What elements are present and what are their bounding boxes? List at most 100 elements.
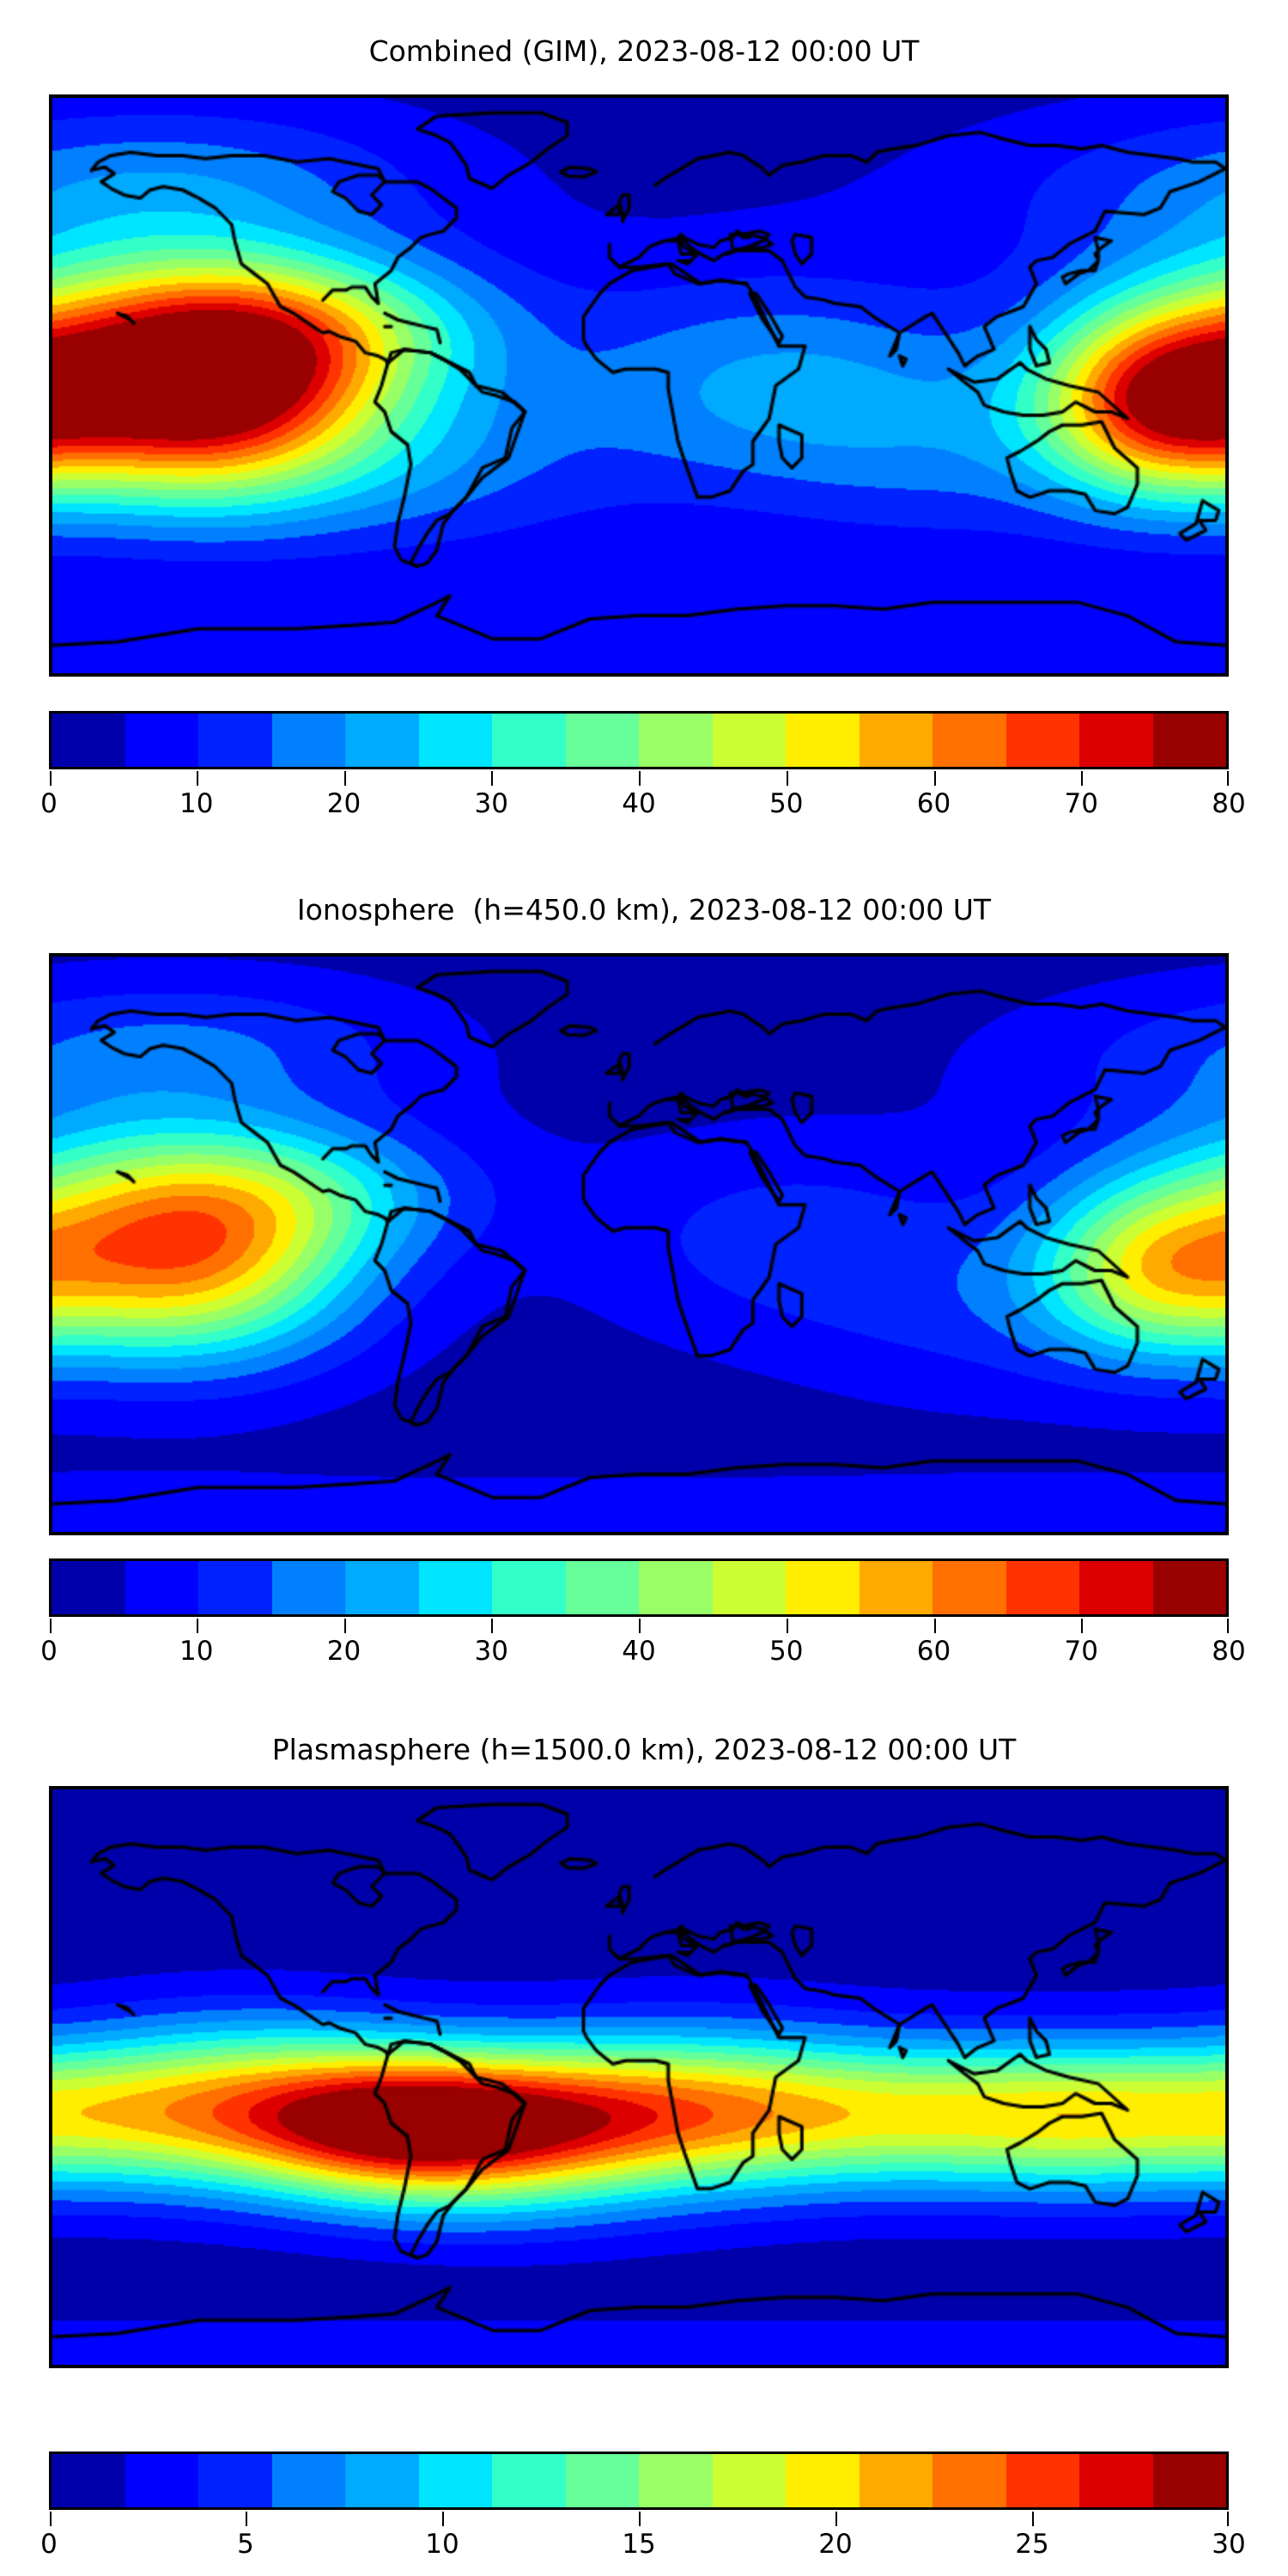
- colorbar-tick-label: 80: [1212, 1636, 1246, 1667]
- colorbar-tick: [343, 771, 346, 786]
- colorbar-tick-label: 30: [474, 788, 508, 819]
- colorbar-segment: [786, 714, 860, 767]
- panel-ionosphere: Ionosphere (h=450.0 km), 2023-08-12 00:0…: [0, 859, 1288, 1730]
- colorbar-tick-label: 40: [622, 788, 656, 819]
- colorbar-tick-label: 20: [326, 788, 361, 819]
- colorbar-segment: [1152, 2454, 1226, 2507]
- colorbar-tick: [1081, 771, 1084, 786]
- colorbar-tick-label: 70: [1064, 788, 1098, 819]
- colorbar-segment: [1005, 2454, 1079, 2507]
- colorbar-tick: [1227, 1619, 1229, 1633]
- colorbar-segment: [52, 1561, 125, 1614]
- colorbar-tick-label: 50: [769, 1636, 804, 1667]
- colorbar-tick: [1032, 2512, 1034, 2526]
- colorbar-segment: [418, 714, 492, 767]
- colorbar-tick-label: 10: [179, 788, 214, 819]
- colorbar-segment: [565, 2454, 639, 2507]
- colorbar-tick: [1227, 771, 1229, 786]
- panel-title-plasmasphere: Plasmasphere (h=1500.0 km), 2023-08-12 0…: [271, 1733, 1017, 1766]
- panel-title-ionosphere: Ionosphere (h=450.0 km), 2023-08-12 00:0…: [296, 893, 992, 927]
- colorbar-segment: [639, 1561, 713, 1614]
- colorbar-segment: [712, 2454, 786, 2507]
- colorbar-tick: [786, 771, 788, 786]
- colorbar-tick-label: 10: [425, 2529, 459, 2560]
- colorbar-segment: [933, 714, 1006, 767]
- colorbar-segment: [639, 714, 713, 767]
- colorbar-segment: [52, 2454, 125, 2507]
- colorbar-tick: [246, 2512, 247, 2526]
- colorbar-segment: [418, 2454, 492, 2507]
- colorbar-tick-label: 50: [769, 788, 804, 819]
- colorbar-axis-ionosphere: 0 10 20 30 40 50 60 70 80: [40, 1619, 1246, 1672]
- colorbar-tick: [491, 771, 494, 786]
- colorbar-ionosphere: [49, 1558, 1229, 1617]
- colorbar-tick-label: 80: [1212, 788, 1246, 819]
- colorbar-tick: [1227, 2512, 1229, 2526]
- colorbar-tick-label: 0: [40, 2529, 58, 2560]
- colorbar-tick: [50, 2512, 52, 2526]
- map-canvas-ionosphere: [52, 957, 1225, 1532]
- colorbar-segment: [565, 714, 639, 767]
- colorbar-tick: [343, 1619, 346, 1633]
- colorbar-segment: [565, 1561, 639, 1614]
- colorbar-segment: [933, 1561, 1006, 1614]
- colorbar-segment: [1079, 2454, 1153, 2507]
- colorbar-segment: [492, 1561, 566, 1614]
- colorbar-combined-gim: [49, 711, 1229, 769]
- colorbar-segment: [712, 1561, 786, 1614]
- colorbar-segment: [345, 2454, 419, 2507]
- colorbar-tick: [933, 1619, 936, 1633]
- colorbar-segment: [1152, 714, 1226, 767]
- colorbar-segment: [1005, 1561, 1079, 1614]
- colorbar-segment: [125, 1561, 198, 1614]
- colorbar-tick-label: 40: [622, 1636, 656, 1667]
- colorbar-segment: [345, 1561, 419, 1614]
- colorbar-axis-combined-gim: 0 10 20 30 40 50 60 70 80: [40, 771, 1246, 824]
- colorbar-segment: [492, 714, 566, 767]
- colorbar-segment: [1079, 714, 1153, 767]
- colorbar-segment: [125, 2454, 198, 2507]
- colorbar-tick-label: 15: [622, 2529, 656, 2560]
- panel-combined-gim: Combined (GIM), 2023-08-12 00:00 UT 0 10 2…: [0, 0, 1288, 872]
- colorbar-segment: [125, 714, 198, 767]
- colorbar-tick-label: 25: [1015, 2529, 1049, 2560]
- colorbar-segment: [271, 2454, 345, 2507]
- colorbar-tick-label: 5: [237, 2529, 254, 2560]
- colorbar-segment: [198, 1561, 272, 1614]
- colorbar-segment: [786, 2454, 860, 2507]
- map-canvas-plasmasphere: [52, 1789, 1225, 2365]
- colorbar-tick-label: 0: [40, 788, 58, 819]
- colorbar-tick: [491, 1619, 494, 1633]
- colorbar-tick: [639, 771, 641, 786]
- colorbar-segment: [712, 714, 786, 767]
- colorbar-segment: [859, 714, 933, 767]
- colorbar-tick: [786, 1619, 788, 1633]
- colorbar-tick-label: 60: [916, 1636, 951, 1667]
- colorbar-tick: [1081, 1619, 1084, 1633]
- colorbar-segment: [198, 2454, 272, 2507]
- colorbar-axis-plasmasphere: 0 5 10 15 20 25 30: [40, 2512, 1246, 2565]
- colorbar-plasmasphere: [49, 2451, 1229, 2510]
- map-combined-gim: [49, 94, 1229, 677]
- colorbar-tick-label: 30: [1212, 2529, 1246, 2560]
- colorbar-tick: [835, 2512, 837, 2526]
- colorbar-segment: [1079, 1561, 1153, 1614]
- panel-title-combined-gim: Combined (GIM), 2023-08-12 00:00 UT: [368, 34, 920, 68]
- map-canvas-combined-gim: [52, 98, 1225, 673]
- colorbar-tick-label: 10: [179, 1636, 214, 1667]
- colorbar-segment: [492, 2454, 566, 2507]
- colorbar-tick: [50, 771, 52, 786]
- colorbar-tick: [196, 771, 198, 786]
- map-ionosphere: [49, 953, 1229, 1535]
- colorbar-segment: [271, 1561, 345, 1614]
- colorbar-segment: [859, 1561, 933, 1614]
- colorbar-segment: [1152, 1561, 1226, 1614]
- colorbar-tick: [442, 2512, 444, 2526]
- colorbar-segment: [786, 1561, 860, 1614]
- colorbar-segment: [639, 2454, 713, 2507]
- colorbar-segment: [198, 714, 272, 767]
- colorbar-segment: [1005, 714, 1079, 767]
- panel-plasmasphere: Plasmasphere (h=1500.0 km), 2023-08-12 0…: [0, 1704, 1288, 2576]
- map-plasmasphere: [49, 1786, 1229, 2368]
